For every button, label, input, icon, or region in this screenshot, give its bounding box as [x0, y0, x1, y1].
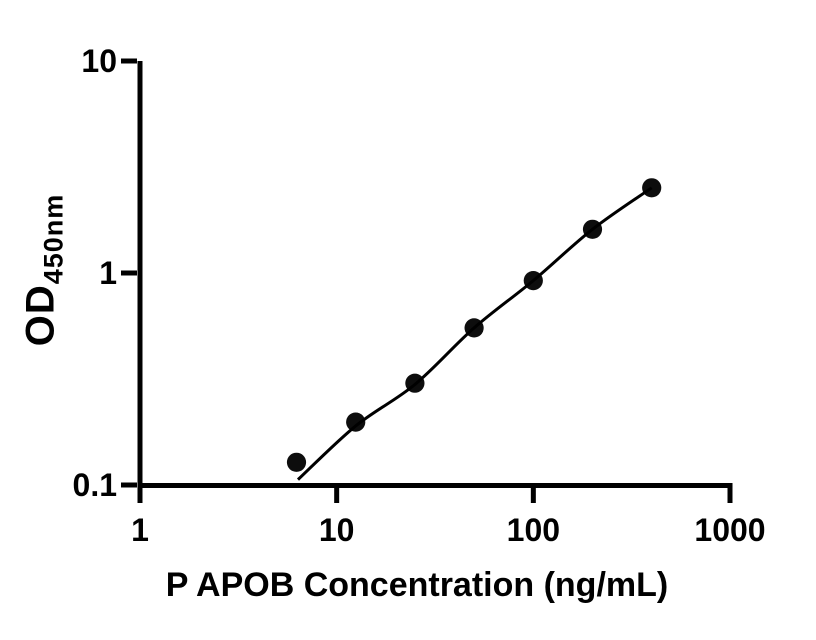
- y-axis-title-main: OD: [18, 284, 63, 347]
- y-tick-label: 1: [99, 255, 117, 291]
- x-axis-title: P APOB Concentration (ng/mL): [165, 566, 669, 604]
- x-tick-label: 10: [319, 512, 355, 548]
- data-point: [346, 412, 366, 432]
- x-tick-label: 1: [131, 512, 149, 548]
- y-axis-title: OD450nm: [19, 194, 70, 347]
- data-point: [642, 178, 662, 198]
- x-tick-label: 100: [507, 512, 560, 548]
- x-tick-label: 1000: [694, 512, 765, 548]
- y-tick-label: 10: [81, 43, 117, 79]
- fit-curve-path: [296, 186, 653, 481]
- data-point: [286, 452, 307, 472]
- y-tick-label: 0.1: [73, 467, 117, 503]
- y-axis-title-subscript: 450nm: [38, 193, 69, 285]
